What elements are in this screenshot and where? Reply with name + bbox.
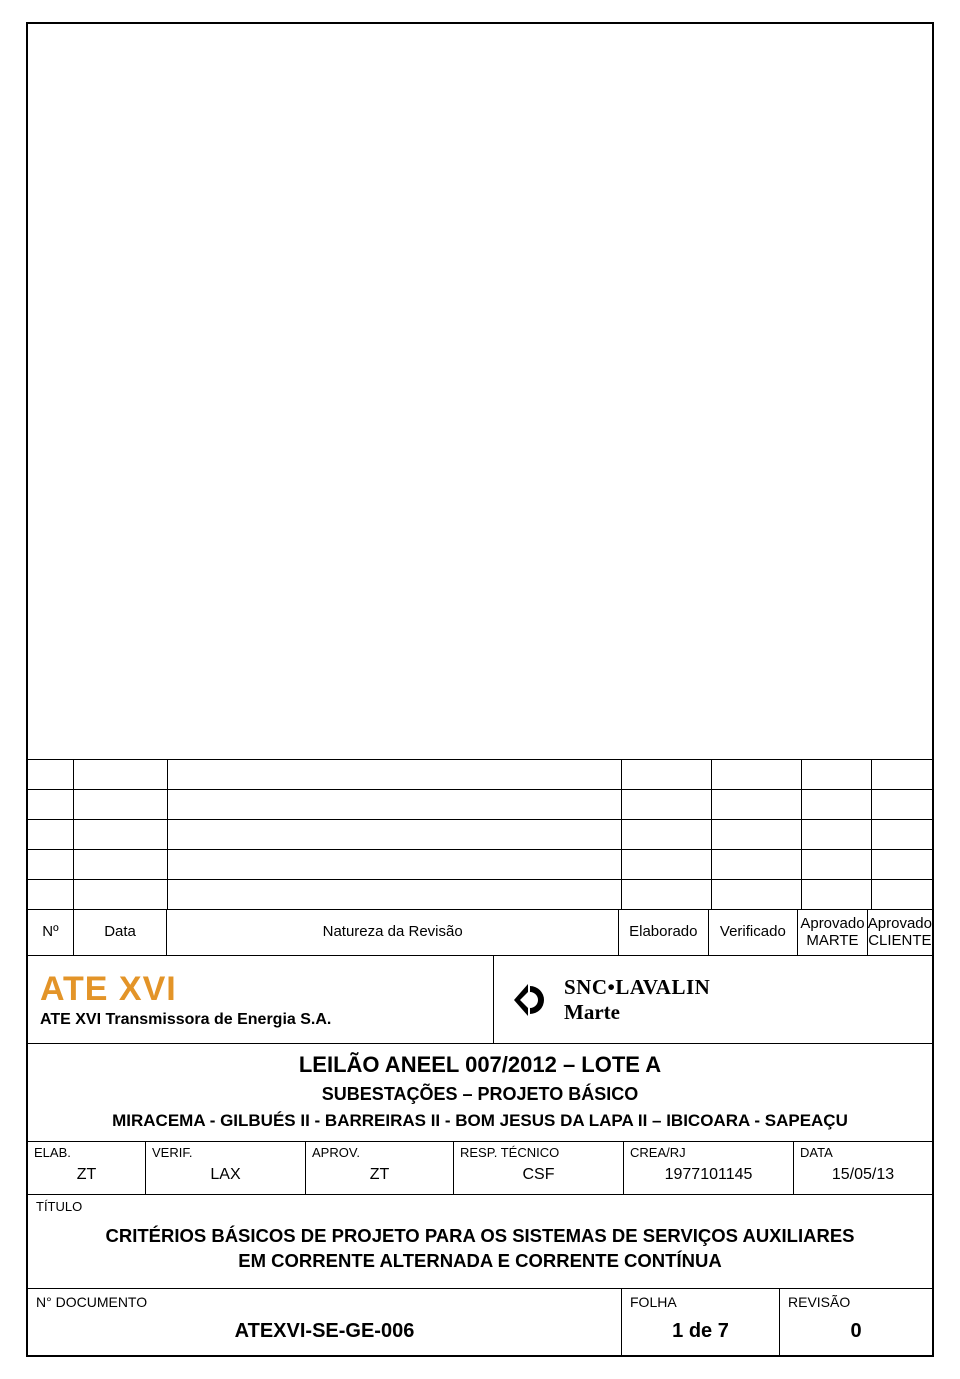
col-num: Nº	[28, 910, 74, 955]
revision-table: Nº Data Natureza da Revisão Elaborado Ve…	[28, 759, 932, 956]
title-label: TÍTULO	[36, 1199, 924, 1214]
cell-crea: CREA/RJ 1977101145	[624, 1142, 794, 1194]
document-page: Nº Data Natureza da Revisão Elaborado Ve…	[26, 22, 934, 1357]
table-row	[28, 760, 932, 790]
value-revisao: 0	[780, 1310, 932, 1355]
cell-folha: FOLHA 1 de 7	[622, 1289, 780, 1355]
label-elab: ELAB.	[28, 1142, 145, 1160]
title-text: CRITÉRIOS BÁSICOS DE PROJETO PARA OS SIS…	[36, 1224, 924, 1274]
label-revisao: REVISÃO	[780, 1289, 932, 1310]
value-verif: LAX	[146, 1160, 305, 1194]
label-doc-number: N° DOCUMENTO	[28, 1289, 621, 1310]
value-data: 15/05/13	[794, 1160, 932, 1194]
col-verif: Verificado	[709, 910, 799, 955]
cell-aprov: APROV. ZT	[306, 1142, 454, 1194]
col-approved-marte: AprovadoMARTE	[798, 910, 868, 955]
table-row	[28, 880, 932, 910]
snc-icon	[506, 978, 550, 1022]
value-aprov: ZT	[306, 1160, 453, 1194]
table-row	[28, 850, 932, 880]
cell-data: DATA 15/05/13	[794, 1142, 932, 1194]
table-row	[28, 790, 932, 820]
cell-resp-tecnico: RESP. TÉCNICO CSF	[454, 1142, 624, 1194]
snc-logo-block: SNC•LAVALIN Marte	[494, 956, 932, 1043]
footer-row: N° DOCUMENTO ATEXVI-SE-GE-006 FOLHA 1 de…	[28, 1289, 932, 1355]
label-crea: CREA/RJ	[624, 1142, 793, 1160]
col-elab: Elaborado	[619, 910, 709, 955]
label-folha: FOLHA	[622, 1289, 779, 1310]
label-aprov: APROV.	[306, 1142, 453, 1160]
blank-area	[28, 24, 932, 759]
value-resp-tecnico: CSF	[454, 1160, 623, 1194]
table-row	[28, 820, 932, 850]
value-crea: 1977101145	[624, 1160, 793, 1194]
revision-header-row: Nº Data Natureza da Revisão Elaborado Ve…	[28, 910, 932, 956]
ate-logo-text: ATE XVI	[40, 970, 481, 1009]
logo-strip: ATE XVI ATE XVI Transmissora de Energia …	[28, 956, 932, 1044]
ate-logo-subtitle: ATE XVI Transmissora de Energia S.A.	[40, 1011, 481, 1029]
value-folha: 1 de 7	[622, 1310, 779, 1355]
snc-bottom-line: Marte	[564, 1000, 710, 1025]
cell-elab: ELAB. ZT	[28, 1142, 146, 1194]
snc-top-line: SNC•LAVALIN	[564, 975, 710, 1000]
responsibility-row: ELAB. ZT VERIF. LAX APROV. ZT RESP. TÉCN…	[28, 1142, 932, 1195]
col-approved-cliente: AprovadoCLIENTE	[868, 910, 932, 955]
cell-doc-number: N° DOCUMENTO ATEXVI-SE-GE-006	[28, 1289, 622, 1355]
ate-logo-block: ATE XVI ATE XVI Transmissora de Energia …	[28, 956, 494, 1043]
project-line1: LEILÃO ANEEL 007/2012 – LOTE A	[34, 1052, 926, 1078]
label-resp-tecnico: RESP. TÉCNICO	[454, 1142, 623, 1160]
cell-revisao: REVISÃO 0	[780, 1289, 932, 1355]
project-line3: MIRACEMA - GILBUÉS II - BARREIRAS II - B…	[34, 1111, 926, 1131]
project-line2: SUBESTAÇÕES – PROJETO BÁSICO	[34, 1084, 926, 1105]
project-title-block: LEILÃO ANEEL 007/2012 – LOTE A SUBESTAÇÕ…	[28, 1044, 932, 1142]
label-verif: VERIF.	[146, 1142, 305, 1160]
col-nature: Natureza da Revisão	[167, 910, 619, 955]
label-data: DATA	[794, 1142, 932, 1160]
snc-logo-text: SNC•LAVALIN Marte	[564, 975, 710, 1025]
col-date: Data	[74, 910, 168, 955]
value-doc-number: ATEXVI-SE-GE-006	[28, 1310, 621, 1355]
cell-verif: VERIF. LAX	[146, 1142, 306, 1194]
value-elab: ZT	[28, 1160, 145, 1194]
title-block: TÍTULO CRITÉRIOS BÁSICOS DE PROJETO PARA…	[28, 1195, 932, 1289]
